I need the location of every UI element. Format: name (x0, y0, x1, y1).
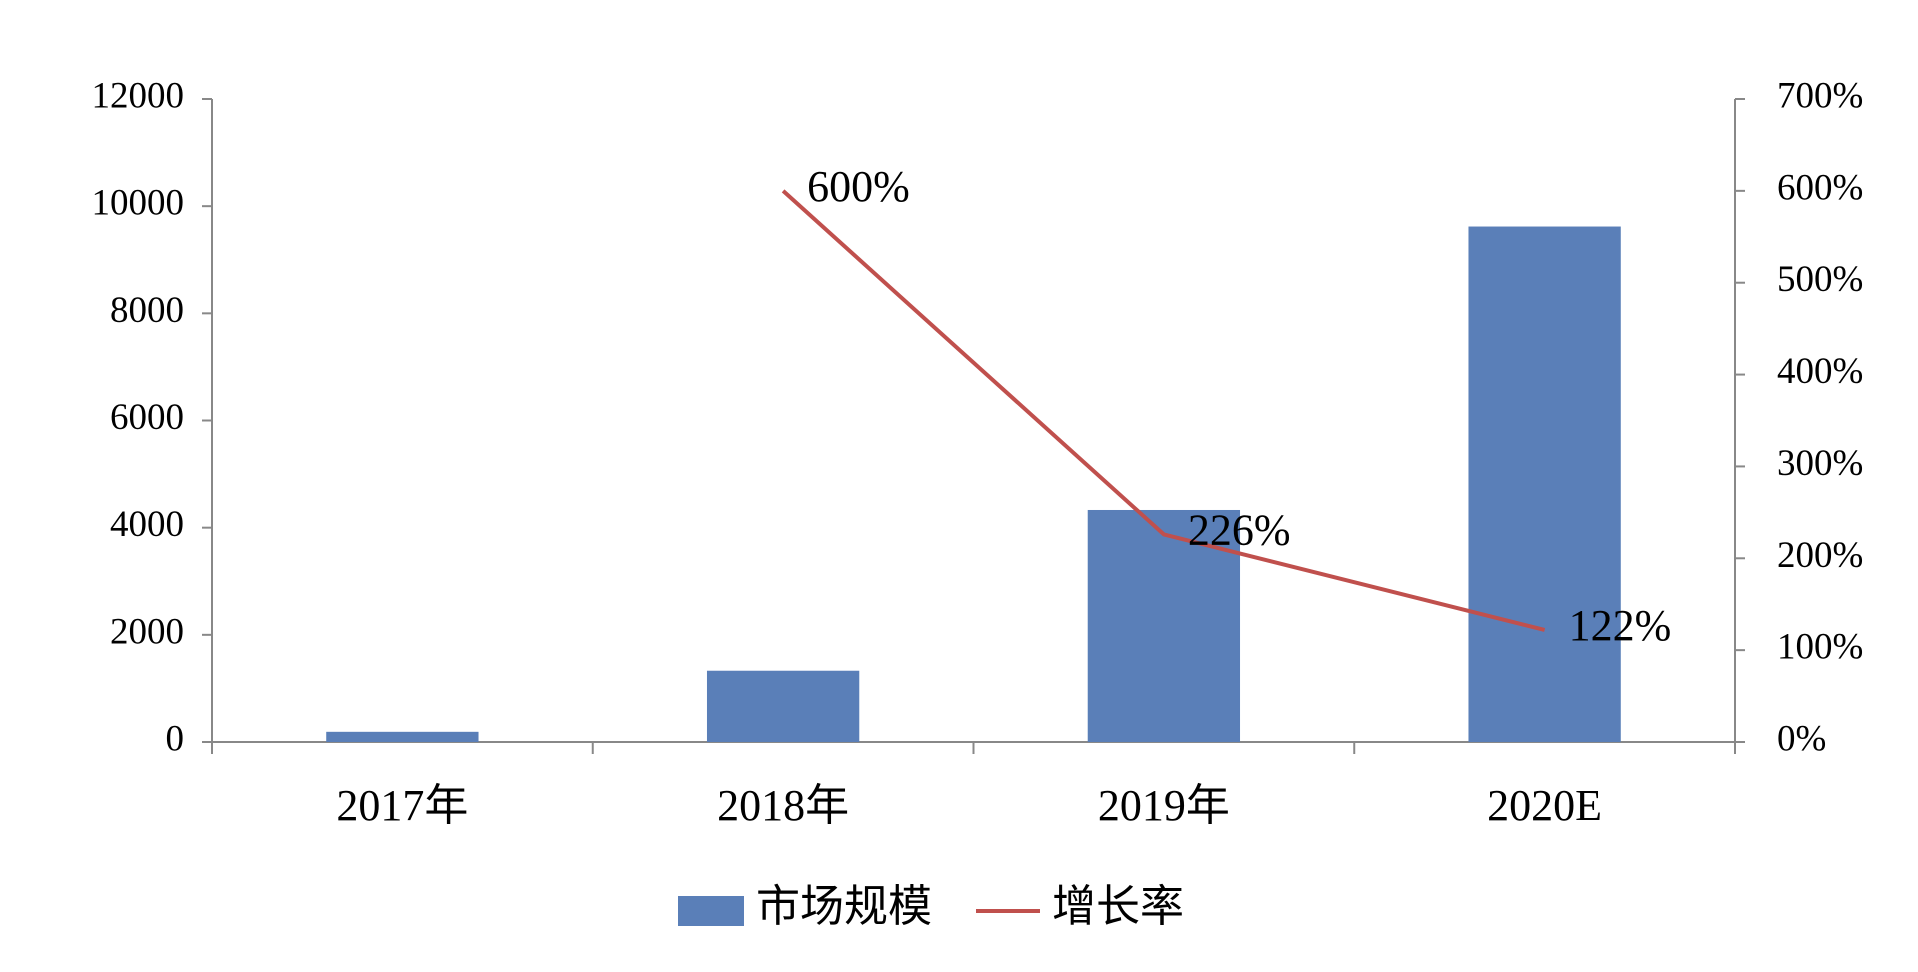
bar (326, 731, 479, 742)
bar (1468, 226, 1621, 743)
y2-tick-label: 0% (1777, 718, 1826, 759)
data-label: 122% (1569, 601, 1672, 650)
legend-swatch (678, 896, 744, 926)
y-tick-label: 4000 (110, 504, 184, 545)
y2-tick-label: 700% (1777, 75, 1863, 116)
legend-label: 增长率 (1052, 882, 1184, 931)
legend-label: 市场规模 (756, 882, 932, 931)
y2-tick-label: 300% (1777, 443, 1863, 484)
x-tick-label: 2019年 (1098, 781, 1230, 830)
data-label: 600% (807, 162, 910, 211)
y-tick-label: 12000 (92, 75, 185, 116)
y2-tick-label: 600% (1777, 167, 1863, 208)
y-tick-label: 0 (166, 718, 185, 759)
x-tick-label: 2020E (1487, 781, 1602, 830)
y2-tick-label: 200% (1777, 535, 1863, 576)
y-tick-label: 10000 (92, 183, 185, 224)
y-tick-label: 6000 (110, 397, 184, 438)
y2-tick-label: 400% (1777, 351, 1863, 392)
y-tick-label: 2000 (110, 611, 184, 652)
bar (706, 670, 860, 742)
line (781, 189, 1546, 632)
x-tick-label: 2018年 (717, 781, 849, 830)
x-tick-label: 2017年 (336, 781, 468, 830)
y2-tick-label: 100% (1777, 627, 1863, 668)
y2-tick-label: 500% (1777, 259, 1863, 300)
data-label: 226% (1188, 505, 1291, 554)
y-tick-label: 8000 (110, 290, 184, 331)
